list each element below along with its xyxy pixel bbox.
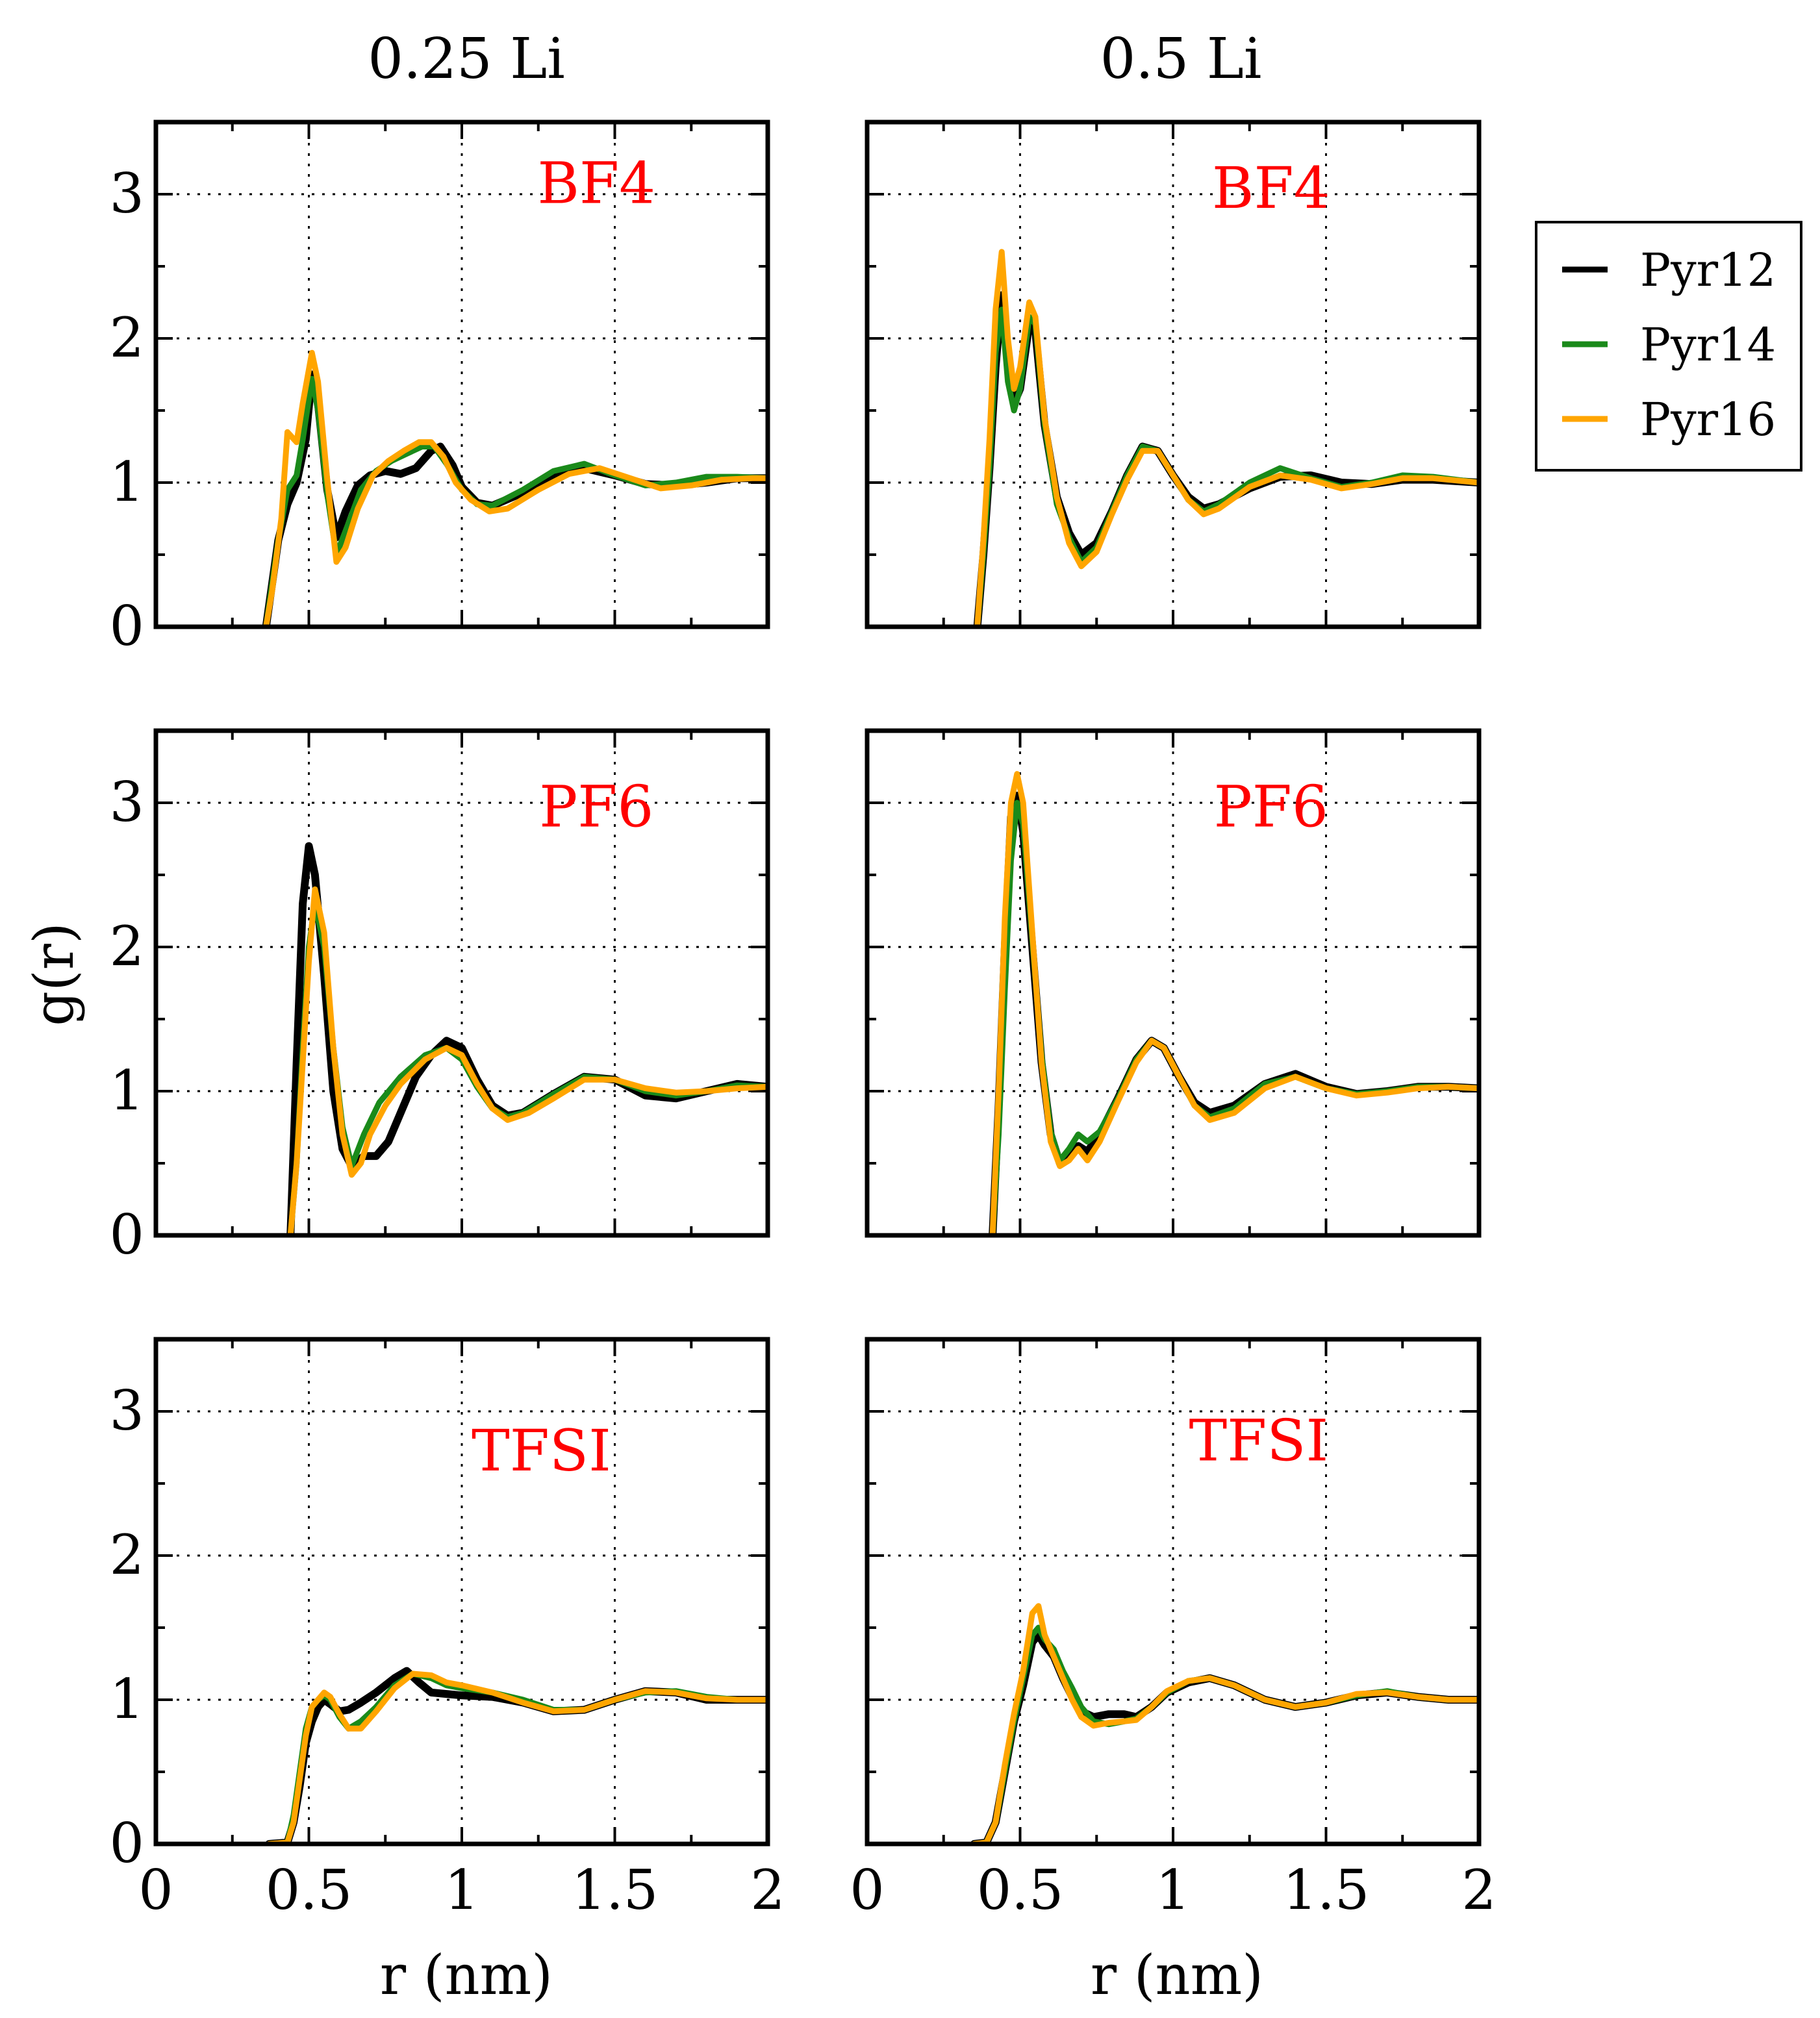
series-line-pyr12 bbox=[970, 1631, 1479, 1844]
y-tick-label: 0 bbox=[110, 1811, 144, 1875]
y-tick-label: 1 bbox=[110, 1059, 144, 1122]
legend-label-pyr16: Pyr16 bbox=[1640, 393, 1776, 446]
y-tick-label: 1 bbox=[110, 450, 144, 514]
panel-bf4-0-5li: BF4 bbox=[865, 120, 1482, 629]
x-axis-title-right: r (nm) bbox=[1091, 1943, 1263, 2007]
series-line-pyr16 bbox=[266, 1671, 768, 1844]
x-tick-label: 0 bbox=[850, 1858, 884, 1922]
y-tick-label: 3 bbox=[110, 770, 144, 834]
plot-frame bbox=[865, 728, 1482, 1238]
x-tick-label: 0 bbox=[138, 1858, 173, 1922]
series-group bbox=[265, 1667, 768, 1844]
x-tick-label: 2 bbox=[750, 1858, 785, 1922]
series-line-pyr16 bbox=[971, 1603, 1479, 1844]
series-line-pyr16 bbox=[974, 249, 1479, 627]
plot-frame bbox=[153, 728, 770, 1238]
x-tick-label: 2 bbox=[1461, 1858, 1496, 1922]
panel-bf4-0-25li: BF4 0 1 2 3 bbox=[110, 120, 770, 658]
y-axis-title: g(r) bbox=[22, 922, 86, 1026]
plot-frame bbox=[153, 120, 770, 629]
panel-label-bf4: BF4 bbox=[1212, 155, 1330, 221]
legend: Pyr12 Pyr14 Pyr16 bbox=[1535, 221, 1802, 472]
plot-frame bbox=[865, 120, 1482, 629]
panel-tfsi-0-5li: TFSI 0 0.5 1 1.5 2 bbox=[850, 1337, 1497, 1922]
panel-label-tfsi: TFSI bbox=[472, 1417, 611, 1484]
series-group bbox=[970, 1603, 1479, 1844]
plot-frame bbox=[865, 1337, 1482, 1847]
legend-label-pyr12: Pyr12 bbox=[1640, 244, 1776, 297]
series-line-pyr14 bbox=[287, 900, 768, 1235]
y-tick-label: 3 bbox=[110, 162, 144, 225]
x-tick-label: 1.5 bbox=[1283, 1858, 1370, 1922]
plot-frame bbox=[153, 1337, 770, 1847]
panel-label-pf6: PF6 bbox=[539, 774, 653, 840]
column-title-left: 0.25 Li bbox=[368, 27, 564, 92]
y-tick-label: 2 bbox=[110, 306, 144, 370]
x-tick-label: 0.5 bbox=[266, 1858, 353, 1922]
series-line-pyr16 bbox=[989, 771, 1479, 1235]
x-tick-label: 0.5 bbox=[977, 1858, 1064, 1922]
series-line-pyr16 bbox=[263, 349, 768, 627]
panel-tfsi-0-25li: TFSI 0 1 2 3 0 0.5 1 1.5 2 bbox=[110, 1337, 785, 1922]
y-tick-label: 2 bbox=[110, 1523, 144, 1587]
series-line-pyr14 bbox=[989, 800, 1479, 1235]
series-group bbox=[262, 349, 768, 627]
x-tick-label: 1.5 bbox=[572, 1858, 659, 1922]
y-tick-label: 3 bbox=[110, 1379, 144, 1443]
legend-label-pyr14: Pyr14 bbox=[1640, 318, 1776, 372]
series-group bbox=[973, 249, 1479, 627]
y-tick-label: 0 bbox=[110, 1203, 144, 1267]
column-title-right: 0.5 Li bbox=[1100, 27, 1262, 92]
y-tick-label: 2 bbox=[110, 914, 144, 978]
y-tick-label: 0 bbox=[110, 594, 144, 658]
panel-pf6-0-5li: PF6 bbox=[865, 728, 1482, 1238]
panel-label-tfsi: TFSI bbox=[1189, 1407, 1328, 1474]
x-tick-label: 1 bbox=[1156, 1858, 1190, 1922]
x-axis-title-left: r (nm) bbox=[380, 1943, 553, 2007]
y-tick-label: 1 bbox=[110, 1667, 144, 1731]
series-line-pyr16 bbox=[287, 886, 768, 1235]
panel-pf6-0-25li: PF6 0 1 2 3 bbox=[110, 728, 770, 1267]
series-line-pyr12 bbox=[989, 791, 1479, 1235]
panel-label-bf4: BF4 bbox=[537, 149, 655, 216]
series-group bbox=[286, 842, 768, 1235]
x-tick-label: 1 bbox=[444, 1858, 479, 1922]
series-line-pyr14 bbox=[971, 1624, 1479, 1844]
series-line-pyr12 bbox=[286, 842, 768, 1235]
series-group bbox=[989, 771, 1479, 1235]
panel-label-pf6: PF6 bbox=[1214, 774, 1328, 840]
